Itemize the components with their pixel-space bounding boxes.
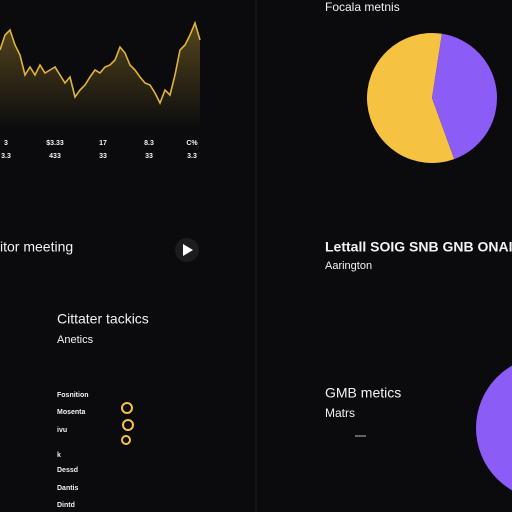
tick-label: 3.3 (1, 153, 11, 160)
play-icon (183, 244, 193, 256)
gmb-title: GMB metics (325, 385, 401, 401)
headline-title: Lettall SOIG SNB GNB ONAI (325, 239, 512, 255)
dot (121, 435, 131, 445)
gmb-subtitle: Matrs (325, 406, 355, 420)
tick-label: C% (186, 140, 198, 147)
list-item: Mosenta (57, 409, 86, 416)
tick-label: 33 (145, 153, 153, 160)
list-item: Dessd (57, 467, 78, 474)
pie-slice (432, 33, 497, 160)
tactics-title: Cittater tackics (57, 311, 149, 327)
tick-label: 17 (99, 140, 107, 147)
area (0, 23, 200, 130)
list-item: k (57, 452, 61, 459)
tick-label: 3 (4, 140, 8, 147)
pie-title: Focala metnis (325, 0, 400, 14)
headline-subtitle: Aarington (325, 260, 372, 272)
tick-label: 3.3 (187, 153, 197, 160)
dot (122, 419, 134, 431)
line-chart: 3 3.3 $3.33 433 17 33 8.3 33 C% 3.3 (0, 20, 201, 160)
purple-decoration (476, 365, 512, 491)
tick-label: 33 (99, 153, 107, 160)
pie-slice (367, 32, 455, 163)
tick-label: 433 (49, 153, 61, 160)
list-item: Dintd (57, 502, 75, 509)
tick-label: 8.3 (144, 140, 154, 147)
player-title: itor meeting (0, 239, 73, 255)
line (0, 20, 201, 105)
list-item: ivu (57, 427, 67, 434)
tactics-list: Fosnition Mosenta ivu k Dessd Dantis Dintd (57, 392, 89, 509)
list-item: Dantis (57, 485, 79, 492)
tactics-subtitle: Anetics (57, 334, 94, 346)
list-item: Fosnition (57, 392, 89, 399)
dot (121, 402, 133, 414)
tick-label: $3.33 (46, 140, 64, 147)
pie-chart (367, 32, 497, 163)
